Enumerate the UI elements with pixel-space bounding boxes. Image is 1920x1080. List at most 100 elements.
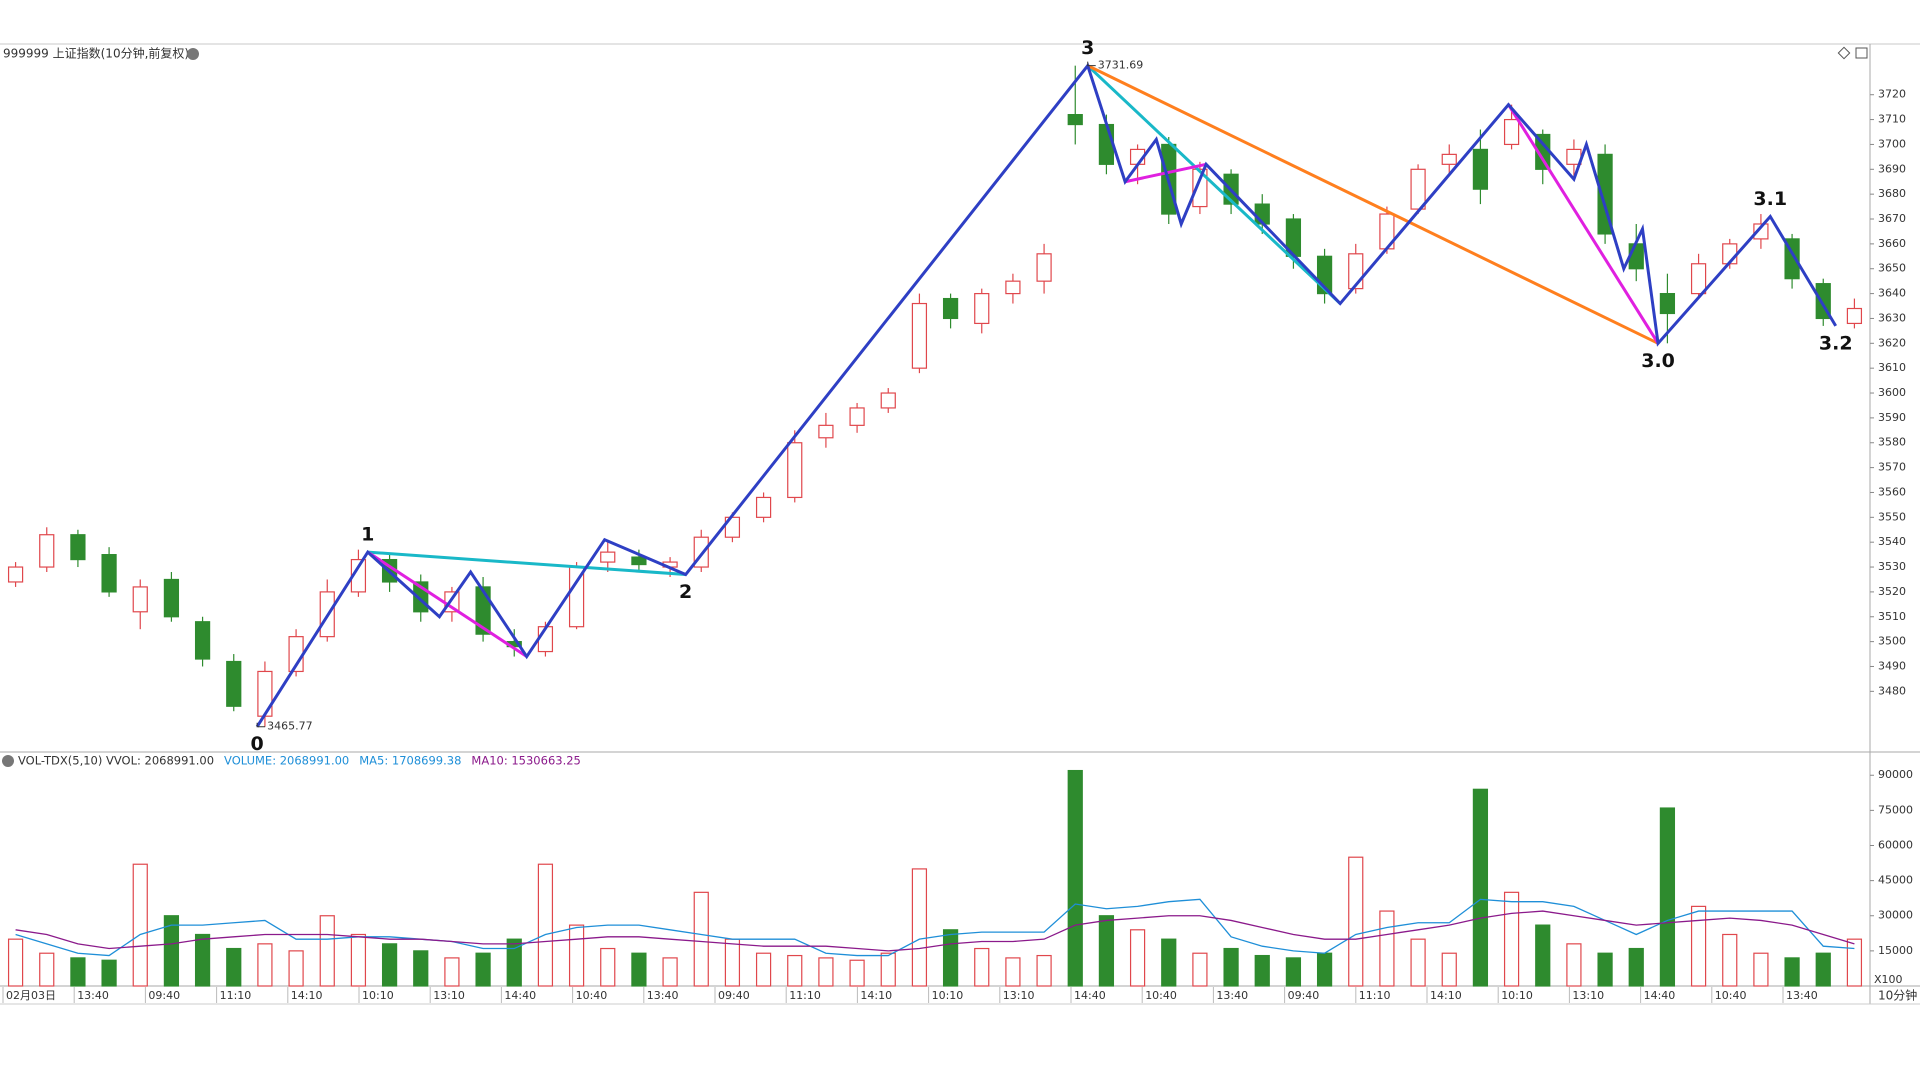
volume-bar <box>101 959 117 987</box>
x-tick-label: 14:40 <box>1074 989 1106 1002</box>
candle-body <box>226 660 242 707</box>
y-tick-label: 3600 <box>1878 386 1906 399</box>
wave-label: 0 <box>251 733 264 755</box>
volume-bar <box>1628 947 1644 987</box>
x-tick-label: 13:40 <box>77 989 109 1002</box>
wave-label: 3 <box>1081 37 1094 59</box>
volume-bar <box>70 957 86 987</box>
x-tick-label: 14:10 <box>860 989 892 1002</box>
y-tick-label: 3580 <box>1878 436 1906 449</box>
y-tick-label: 3500 <box>1878 635 1906 648</box>
volume-bar <box>974 947 990 987</box>
wave-label: 1 <box>361 524 374 546</box>
x-tick-label: 14:10 <box>291 989 323 1002</box>
candle-body <box>880 392 896 409</box>
candle-body <box>70 534 86 561</box>
y-tick-label: 60000 <box>1878 838 1913 851</box>
volume-bar <box>1129 929 1146 987</box>
y-tick-label: 3630 <box>1878 311 1906 324</box>
volume-bar <box>631 952 647 987</box>
x-tick-label: 10:10 <box>1501 989 1533 1002</box>
volume-bar <box>194 933 211 987</box>
volume-bar <box>693 891 709 987</box>
candle-body <box>101 554 117 593</box>
x-tick-label: 14:40 <box>504 989 536 1002</box>
volume-bar <box>1846 938 1863 987</box>
menu-icon[interactable] <box>2 755 14 767</box>
y-tick-label: 15000 <box>1878 944 1913 957</box>
volume-bar <box>288 950 304 987</box>
volume-bar <box>880 952 896 987</box>
volume-bar <box>350 933 367 987</box>
y-tick-label: 3550 <box>1878 510 1906 523</box>
candle-body <box>1192 168 1208 208</box>
ma-line <box>15 910 1855 952</box>
volume-bar <box>1067 769 1083 987</box>
y-tick-label: 3670 <box>1878 212 1906 225</box>
volume-bar <box>1285 957 1302 987</box>
y-tick-label: 3480 <box>1878 684 1906 697</box>
x-tick-label: 10:40 <box>1715 989 1747 1002</box>
tool-icon[interactable] <box>1855 47 1868 59</box>
volume-bar <box>1472 788 1489 987</box>
volume-bar <box>537 863 554 987</box>
volume-bar <box>1535 924 1551 987</box>
volume-bar <box>1410 938 1426 987</box>
candle-body <box>1753 223 1769 240</box>
x-tick-label: 10:40 <box>576 989 608 1002</box>
y-tick-label: 3560 <box>1878 485 1906 498</box>
volume-header: VOLUME: 2068991.00 <box>224 754 349 768</box>
x-tick-label: 11:10 <box>220 989 252 1002</box>
volume-bar <box>849 959 865 987</box>
y-tick-label: 3650 <box>1878 262 1906 275</box>
y-tick-label: 3690 <box>1878 162 1906 175</box>
volume-bar <box>257 943 273 987</box>
x-tick-label: 10:10 <box>362 989 394 1002</box>
y-tick-label: 3620 <box>1878 336 1906 349</box>
candle-body <box>1659 292 1676 315</box>
y-tick-label: 75000 <box>1878 803 1913 816</box>
volume-bar <box>942 929 959 987</box>
candle-body <box>1628 243 1644 270</box>
y-tick-label: 3510 <box>1878 610 1906 623</box>
volume-bar <box>787 954 803 987</box>
menu-icon[interactable] <box>187 48 199 60</box>
x-tick-label: 13:10 <box>1003 989 1035 1002</box>
x-tick-label: 09:40 <box>1288 989 1320 1002</box>
candle-body <box>974 292 990 325</box>
y-tick-label: 3610 <box>1878 361 1906 374</box>
candle-body <box>1846 307 1863 325</box>
y-tick-label: 30000 <box>1878 909 1913 922</box>
y-tick-label: 3570 <box>1878 461 1906 474</box>
tool-icon[interactable] <box>1837 46 1851 60</box>
y-tick-label: 3640 <box>1878 287 1906 300</box>
volume-bar <box>1005 957 1021 987</box>
volume-bar <box>1036 954 1052 987</box>
volume-bar <box>1753 952 1769 987</box>
volume-bar <box>1223 947 1239 987</box>
volume-bar <box>1722 933 1738 987</box>
volume-bar <box>7 938 24 987</box>
candle-body <box>257 670 273 717</box>
volume-bar <box>39 952 55 987</box>
y-tick-label: 90000 <box>1878 768 1913 781</box>
candle-body <box>1036 253 1052 282</box>
unit-label: X100 <box>1874 973 1903 986</box>
volume-bar <box>818 957 834 987</box>
candle-body <box>755 496 772 518</box>
candle-body <box>849 407 865 426</box>
volume-bar <box>1379 910 1395 987</box>
wave-label: 3.1 <box>1753 188 1787 210</box>
volume-bar <box>724 938 741 987</box>
y-tick-label: 3540 <box>1878 535 1906 548</box>
volume-bar <box>163 915 180 987</box>
y-tick-label: 3590 <box>1878 411 1906 424</box>
wave-line <box>1507 103 1660 345</box>
volume-bar <box>1503 891 1520 987</box>
volume-header: MA10: 1530663.25 <box>471 754 580 768</box>
y-tick-label: 45000 <box>1878 874 1913 887</box>
volume-header: MA5: 1708699.38 <box>359 754 461 768</box>
volume-bar <box>132 863 148 987</box>
